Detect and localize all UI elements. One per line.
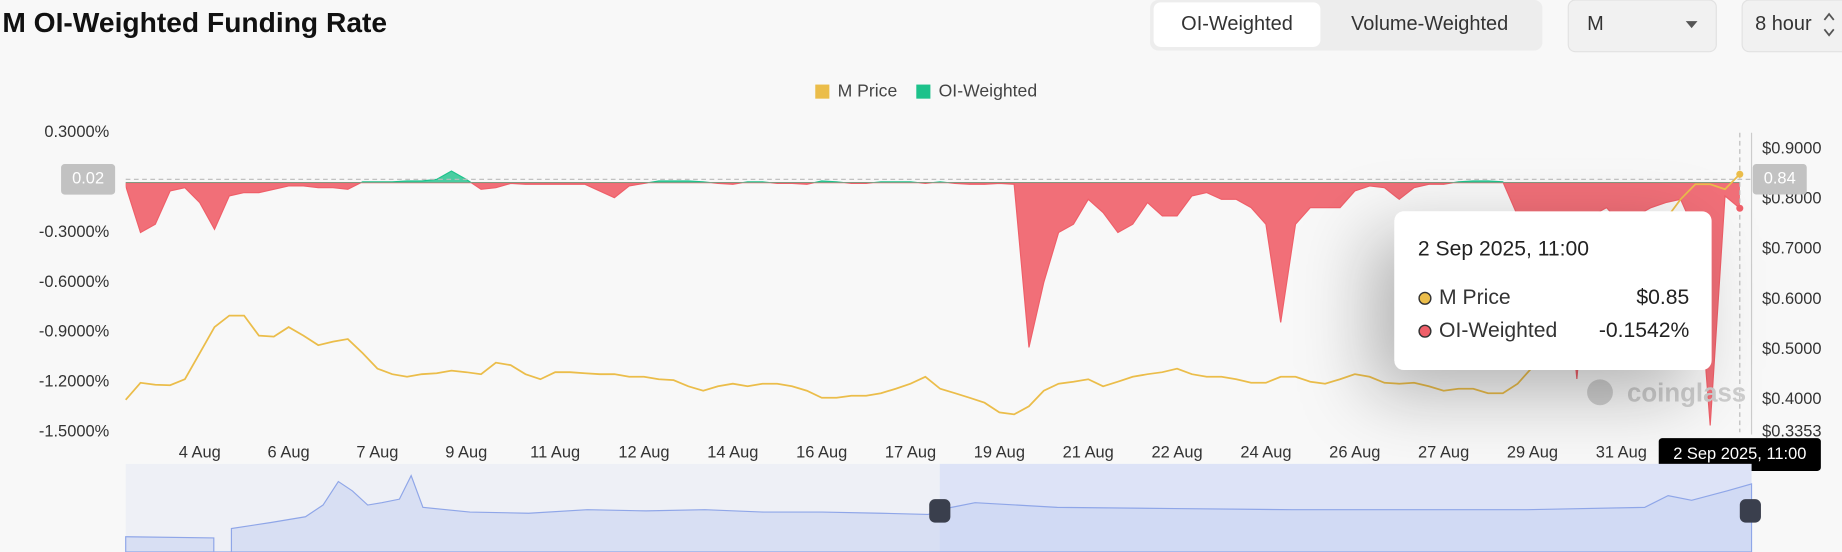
x-tick-label: 9 Aug [445,444,487,462]
y2-tick-label: $0.6000 [1762,290,1821,308]
area-negative [125,182,1740,426]
legend: M Price OI-Weighted [815,80,1037,100]
x-tick-label: 6 Aug [268,444,310,462]
y-tick-label: 0.3000% [44,123,109,141]
interval-select[interactable] [1741,0,1842,53]
crosshair-label-box [1752,163,1807,195]
tooltip: 2 Sep 2025, 11:00 M Price $0.85 OI-Weighte… [1394,211,1712,370]
caret [1685,21,1698,29]
highlight-point [1736,170,1744,178]
x-tick-label: 16 Aug [796,444,847,462]
zoom-handle[interactable] [929,499,951,523]
x-tick-label: 26 Aug [1329,444,1380,462]
y-tick-label: -0.9000% [39,323,110,341]
watermark: coinglass [1587,379,1746,407]
x-tick-label: 14 Aug [707,444,758,462]
tab-active[interactable] [1153,2,1321,47]
symbol-select[interactable] [1567,0,1717,53]
data-zoom [125,463,1761,552]
tab[interactable]: Volume-Weighted [1351,13,1508,35]
zoom-handle[interactable] [1739,499,1761,523]
x-tick-label: 7 Aug [356,444,398,462]
tooltip-dot [1418,324,1432,338]
y2-tick-label: $0.7000 [1762,240,1821,258]
tooltip-name: OI-Weighted [1439,319,1557,342]
y2-tick-label: $0.5000 [1762,340,1821,358]
y2-tick-label: $0.3353 [1762,423,1821,441]
spinner [1823,12,1835,37]
x-tick-label: 21 Aug [1063,444,1114,462]
legend-label: OI-Weighted [939,80,1038,100]
tooltip-value: $0.85 [1636,286,1689,309]
pointer-label-box [1658,438,1821,471]
crosshair-y2-label: 0.84 [1764,170,1796,188]
x-tick-label: 29 Aug [1507,444,1558,462]
pointer-x-label: 2 Sep 2025, 11:00 [1673,445,1806,463]
y-tick-label: -0.3000% [39,223,110,241]
legend-swatch [916,84,931,99]
x-tick-label: 19 Aug [974,444,1025,462]
x-tick-label: 12 Aug [618,444,669,462]
y2-tick-label: $0.9000 [1762,140,1821,158]
watermark-text: coinglass [1627,379,1746,407]
interval-value[interactable]: 8 hour [1755,13,1812,35]
line [125,173,1741,416]
legend-swatch [815,84,830,99]
tab[interactable]: OI-Weighted [1181,13,1293,35]
symbol-value[interactable]: M [1587,13,1604,35]
y-tick-label: -1.2000% [39,373,110,391]
area-positive [125,170,1740,183]
tooltip-dot [1418,291,1432,305]
legend-label: M Price [838,80,898,100]
chart-title: M OI-Weighted Funding Rate [2,6,387,38]
y2-tick-label: $0.4000 [1762,390,1821,408]
x-tick-label: 24 Aug [1240,444,1291,462]
plot-area: 0.3000% -0.3000% -0.6000% -0.9000% -1.2000% -… [39,123,1822,471]
x-tick-label: 11 Aug [530,444,580,462]
tooltip-title: 2 Sep 2025, 11:00 [1418,238,1589,261]
crosshair-y-label: 0.02 [72,170,104,188]
y-tick-label: -1.5000% [39,423,110,441]
y-tick-label: -0.6000% [39,273,110,291]
watermark-icon [1587,379,1613,406]
x-tick-label: 17 Aug [885,444,936,462]
x-tick-label: 27 Aug [1418,444,1469,462]
crosshair-label-box [61,164,116,195]
x-tick-label: 4 Aug [179,444,221,462]
x-tick-label: 22 Aug [1151,444,1202,462]
x-tick-label: 31 Aug [1596,444,1647,462]
tooltip-value: -0.1542% [1599,319,1690,342]
highlight-point [1736,204,1744,212]
tooltip-box [1394,211,1712,370]
tooltip-name: M Price [1439,286,1511,309]
